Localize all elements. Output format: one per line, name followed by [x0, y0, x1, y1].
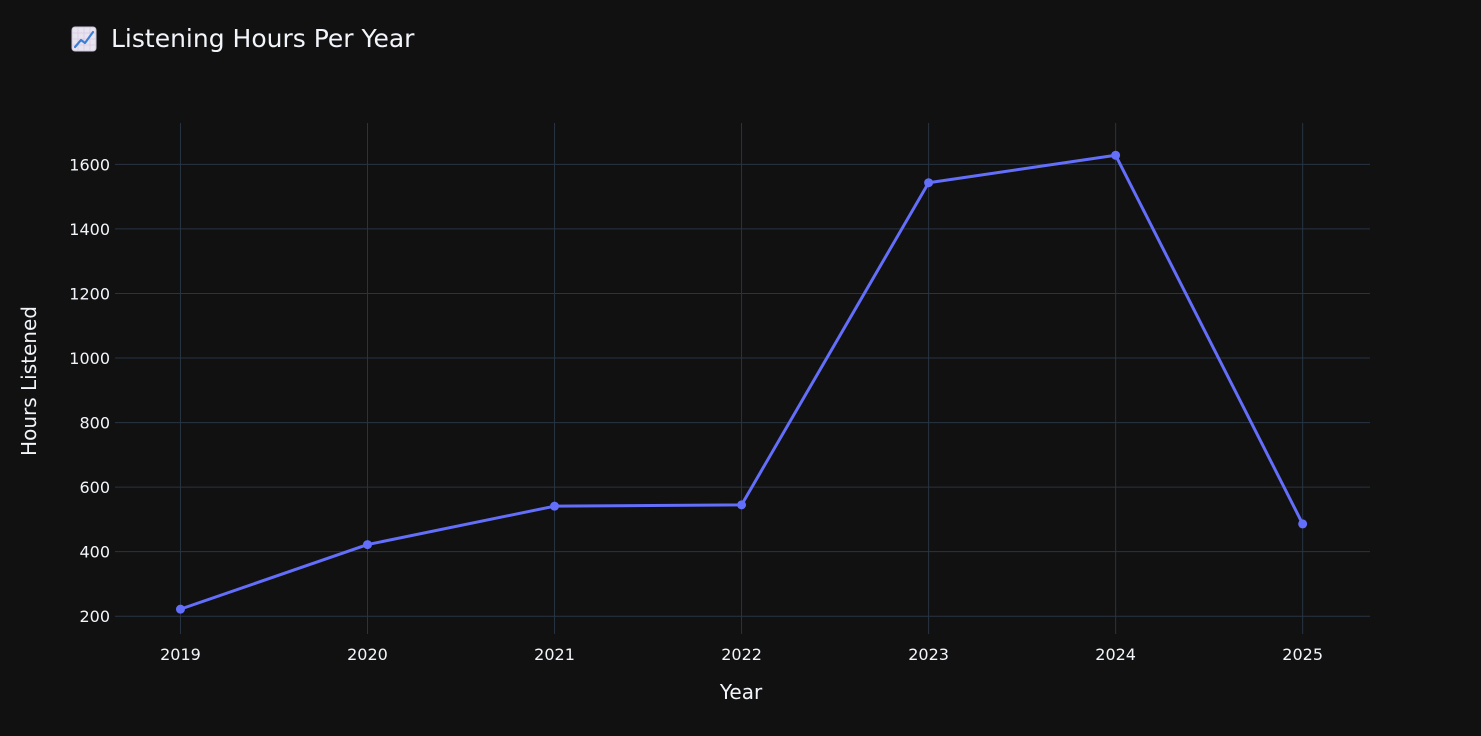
chart-increasing-icon [71, 26, 97, 52]
data-point[interactable] [737, 500, 747, 510]
x-axis-ticks: 2019 2020 2021 2022 2023 2024 2025 [160, 645, 1323, 664]
x-tick-label: 2024 [1095, 645, 1136, 664]
x-tick-label: 2020 [347, 645, 388, 664]
data-point[interactable] [924, 178, 934, 188]
y-tick-label: 1000 [69, 349, 110, 368]
data-point[interactable] [550, 501, 560, 511]
y-tick-label: 800 [79, 414, 110, 433]
data-point[interactable] [175, 604, 185, 614]
data-point[interactable] [1111, 150, 1121, 160]
grid [115, 123, 1370, 634]
x-tick-label: 2019 [160, 645, 201, 664]
x-tick-label: 2022 [721, 645, 762, 664]
data-point[interactable] [1298, 519, 1308, 529]
x-axis-title: Year [719, 680, 763, 704]
x-tick-label: 2023 [908, 645, 949, 664]
chart-title: Listening Hours Per Year [111, 24, 415, 53]
y-axis-title: Hours Listened [17, 306, 41, 456]
y-tick-label: 1400 [69, 220, 110, 239]
y-tick-label: 1200 [69, 284, 110, 303]
series-layer [175, 150, 1308, 614]
y-tick-label: 1600 [69, 155, 110, 174]
x-tick-label: 2025 [1282, 645, 1323, 664]
y-axis-ticks: 200 400 600 800 1000 1200 1400 1600 [69, 155, 110, 626]
data-point[interactable] [362, 540, 372, 550]
y-tick-label: 400 [79, 543, 110, 562]
x-tick-label: 2021 [534, 645, 575, 664]
y-tick-label: 600 [79, 478, 110, 497]
y-tick-label: 200 [79, 607, 110, 626]
